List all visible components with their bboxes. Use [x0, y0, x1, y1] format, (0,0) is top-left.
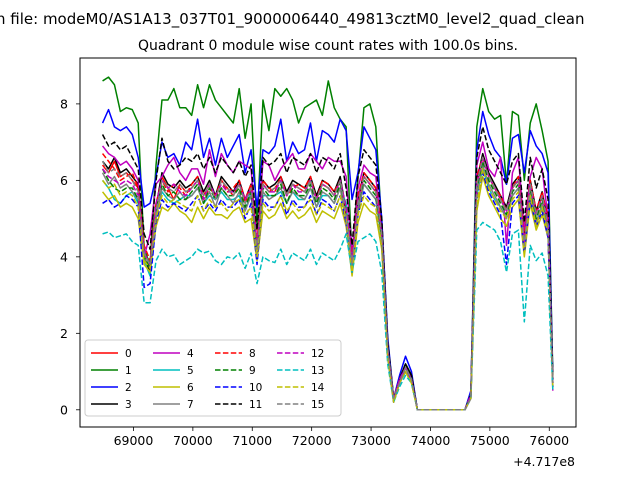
legend-label-0: 0 — [125, 348, 132, 360]
series-line-4 — [101, 141, 554, 411]
legend-label-4: 4 — [187, 348, 194, 360]
series-line-15 — [101, 156, 554, 411]
series-line-9 — [101, 160, 554, 411]
y-tick-label: 0 — [60, 402, 68, 417]
legend-label-10: 10 — [249, 382, 262, 394]
series-line-11 — [101, 126, 554, 411]
figure-suptitle: n file: modeM0/AS1A13_037T01_9000006440_… — [0, 10, 585, 29]
legend-label-12: 12 — [311, 348, 324, 360]
legend-box — [84, 339, 342, 417]
legend-label-6: 6 — [187, 382, 194, 394]
series-line-14 — [101, 168, 554, 411]
legend-label-11: 11 — [249, 399, 262, 411]
legend-label-13: 13 — [311, 365, 324, 377]
y-axis: 0 2 4 6 8 — [60, 96, 80, 417]
x-tick-label: 69000 — [114, 433, 154, 448]
legend-label-9: 9 — [249, 365, 256, 377]
plot-frame — [79, 57, 577, 428]
legend-label-1: 1 — [125, 365, 132, 377]
x-tick-label: 72000 — [292, 433, 332, 448]
series-line-13 — [102, 221, 554, 411]
x-tick-label: 76000 — [529, 433, 569, 448]
y-tick-label: 8 — [60, 96, 68, 111]
legend-label-2: 2 — [125, 382, 132, 394]
legend-label-15: 15 — [311, 399, 324, 411]
x-tick-label: 73000 — [351, 433, 391, 448]
x-offset-label: +4.717e8 — [513, 454, 575, 469]
legend-label-8: 8 — [249, 348, 256, 360]
chart-title: Quadrant 0 module wise count rates with … — [138, 38, 518, 54]
series-line-1 — [102, 76, 554, 411]
legend-label-7: 7 — [187, 399, 194, 411]
x-tick-label: 70000 — [173, 433, 213, 448]
series-layer — [101, 76, 554, 411]
series-line-6 — [101, 175, 554, 411]
x-tick-label: 75000 — [470, 433, 510, 448]
legend-label-14: 14 — [311, 382, 325, 394]
y-tick-label: 6 — [60, 173, 68, 188]
y-tick-label: 4 — [60, 249, 68, 264]
x-tick-label: 74000 — [411, 433, 451, 448]
y-tick-label: 2 — [60, 326, 68, 341]
series-line-7 — [101, 164, 554, 411]
legend-label-3: 3 — [125, 399, 132, 411]
x-tick-label: 71000 — [232, 433, 272, 448]
x-axis: 69000 70000 71000 72000 73000 74000 75000 76000 — [114, 427, 569, 448]
legend-label-5: 5 — [187, 365, 194, 377]
series-line-2 — [101, 108, 554, 411]
